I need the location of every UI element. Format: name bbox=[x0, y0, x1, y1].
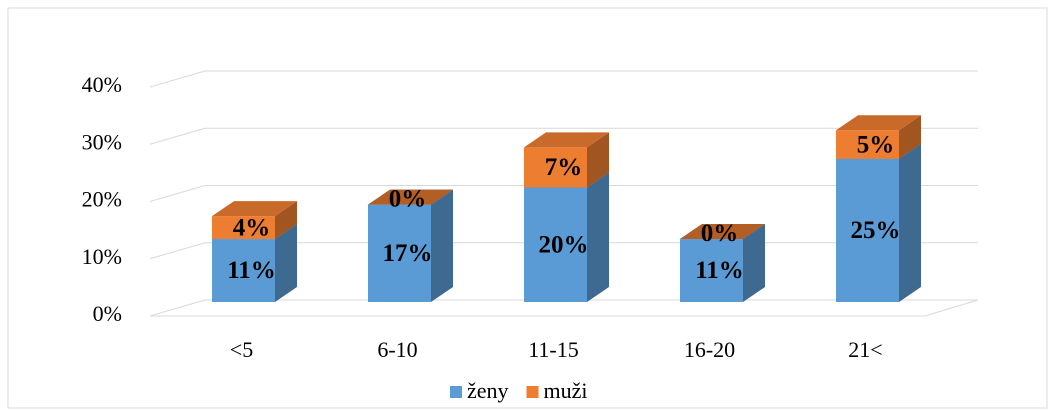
floor-right bbox=[924, 299, 979, 317]
bar-side bbox=[899, 115, 921, 159]
grid-diagonal bbox=[149, 299, 206, 317]
bar-top bbox=[836, 115, 921, 131]
bar-side bbox=[275, 224, 297, 302]
x-tick-label: 6-10 bbox=[377, 337, 417, 362]
bar-segment bbox=[836, 115, 921, 159]
value-label: 11% bbox=[227, 257, 276, 284]
legend-label: ženy bbox=[467, 378, 509, 403]
bar-segment bbox=[212, 201, 297, 240]
value-label: 11% bbox=[695, 257, 744, 284]
bar-top bbox=[524, 132, 609, 148]
value-label: 4% bbox=[233, 214, 271, 241]
bar-segment bbox=[524, 132, 609, 188]
grid-diagonal bbox=[149, 70, 206, 88]
bar-top bbox=[212, 201, 297, 217]
grid-diagonal bbox=[149, 185, 206, 202]
bar-segment bbox=[368, 189, 453, 205]
bar-front bbox=[524, 187, 587, 302]
bar-front bbox=[524, 147, 587, 188]
value-label: 25% bbox=[851, 217, 901, 244]
legend-swatch bbox=[450, 386, 462, 398]
grid-diagonal bbox=[149, 127, 206, 145]
y-tick-label: 20% bbox=[82, 187, 122, 212]
bar-side bbox=[743, 224, 765, 302]
value-label: 5% bbox=[857, 131, 895, 158]
bar-front bbox=[836, 158, 899, 302]
value-label: 7% bbox=[545, 154, 583, 181]
bar-front bbox=[212, 239, 275, 302]
x-tick-label: <5 bbox=[230, 337, 253, 362]
value-label: 0% bbox=[701, 220, 739, 247]
bar-top bbox=[680, 224, 765, 240]
grid-diagonal bbox=[149, 242, 206, 260]
bar-top bbox=[368, 189, 453, 205]
bar-side bbox=[587, 132, 609, 188]
bar-front bbox=[680, 239, 743, 302]
bar-side bbox=[899, 143, 921, 302]
value-label: 17% bbox=[383, 240, 433, 267]
y-tick-label: 0% bbox=[93, 301, 122, 326]
x-tick-label: 16-20 bbox=[684, 337, 735, 362]
y-tick-label: 30% bbox=[82, 129, 122, 154]
y-tick-label: 40% bbox=[82, 72, 122, 97]
x-tick-label: 21< bbox=[848, 337, 882, 362]
bar-front bbox=[212, 216, 275, 240]
bar-side bbox=[275, 201, 297, 240]
bar-side bbox=[431, 189, 453, 302]
value-label: 0% bbox=[389, 185, 427, 212]
legend-label: muži bbox=[544, 378, 588, 403]
bar-front bbox=[836, 130, 899, 159]
x-tick-label: 11-15 bbox=[528, 337, 579, 362]
bar-front bbox=[368, 204, 431, 302]
bar-side bbox=[587, 172, 609, 302]
value-label: 20% bbox=[539, 231, 589, 258]
legend-swatch bbox=[526, 386, 539, 398]
bar-segment bbox=[680, 224, 765, 240]
y-tick-label: 10% bbox=[82, 244, 122, 269]
